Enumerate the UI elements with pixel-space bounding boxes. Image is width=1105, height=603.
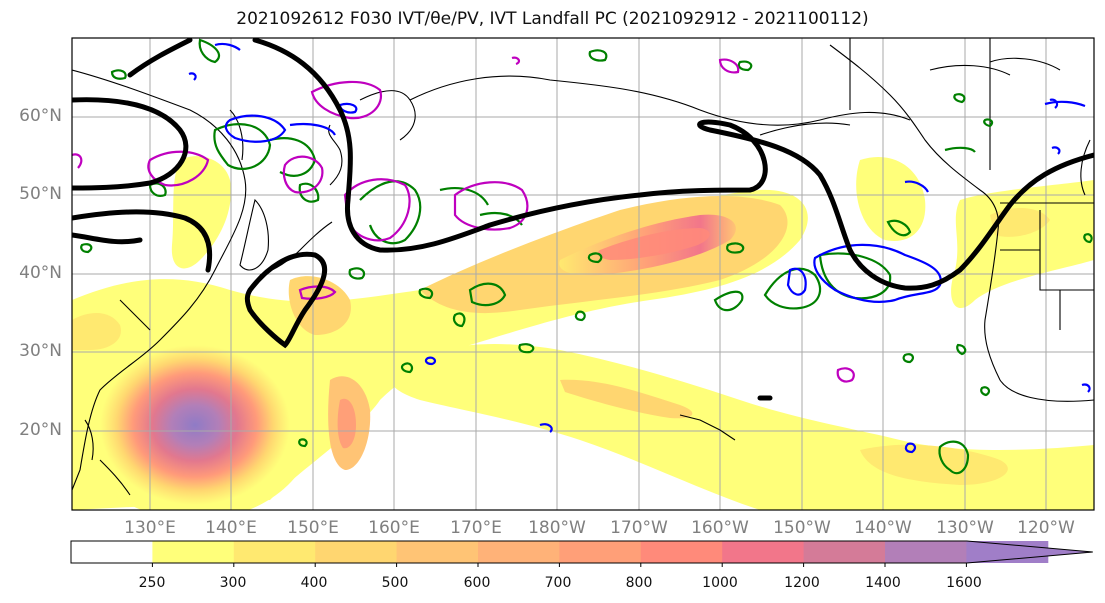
colorbar-tick-label: 1200 bbox=[784, 575, 820, 591]
colorbar-swatch bbox=[233, 541, 316, 563]
colorbar bbox=[70, 540, 1093, 567]
colorbar-tick-label: 300 bbox=[219, 575, 247, 591]
pv-contours-blue bbox=[188, 42, 1091, 454]
lat-label: 30°N bbox=[19, 341, 62, 361]
lon-label: 130°E bbox=[124, 518, 176, 538]
colorbar-swatch bbox=[559, 541, 642, 563]
lon-label: 150°W bbox=[773, 518, 831, 538]
lon-label: 120°W bbox=[1017, 518, 1075, 538]
colorbar-tick-label: 250 bbox=[138, 575, 166, 591]
colorbar-tick-label: 800 bbox=[625, 575, 653, 591]
colorbar-tick-label: 1400 bbox=[865, 575, 901, 591]
lat-label: 50°N bbox=[19, 184, 62, 204]
colorbar-tick-label: 1000 bbox=[702, 575, 738, 591]
colorbar-swatch bbox=[315, 541, 398, 563]
colorbar-swatch bbox=[722, 541, 805, 563]
lon-label: 140°W bbox=[854, 518, 912, 538]
chart-title: 2021092612 F030 IVT/θe/PV, IVT Landfall … bbox=[236, 9, 869, 29]
colorbar-swatch bbox=[885, 541, 967, 563]
colorbar-swatch bbox=[803, 541, 886, 563]
lon-label: 170°E bbox=[450, 518, 502, 538]
lon-label: 160°W bbox=[691, 518, 749, 538]
colorbar-tick-label: 500 bbox=[381, 575, 409, 591]
lat-label: 60°N bbox=[19, 106, 62, 126]
theta-e-contours bbox=[72, 38, 1094, 401]
lon-label: 160°E bbox=[368, 518, 420, 538]
colorbar-swatch bbox=[640, 541, 723, 563]
colorbar-swatch bbox=[152, 541, 235, 563]
colorbar-swatch bbox=[478, 541, 560, 563]
pv-contours-magenta bbox=[72, 56, 855, 383]
colorbar-extend-arrow bbox=[966, 541, 1093, 563]
ivt-shading bbox=[72, 156, 1094, 510]
colorbar-tick-label: 400 bbox=[300, 575, 328, 591]
colorbar-outline bbox=[70, 540, 1093, 564]
lat-label: 20°N bbox=[19, 420, 62, 440]
lon-label: 130°W bbox=[936, 518, 994, 538]
lat-label: 40°N bbox=[19, 263, 62, 283]
colorbar-swatch bbox=[396, 541, 479, 563]
lon-label: 150°E bbox=[287, 518, 339, 538]
colorbar-tick-label: 1600 bbox=[946, 575, 982, 591]
map-frame bbox=[71, 37, 1095, 511]
coastlines bbox=[72, 38, 1094, 496]
lon-label: 180°W bbox=[528, 518, 586, 538]
lon-label: 140°E bbox=[205, 518, 257, 538]
colorbar-swatch bbox=[71, 541, 153, 563]
colorbar-tick-label: 700 bbox=[544, 575, 572, 591]
colorbar-tick-label: 600 bbox=[463, 575, 491, 591]
lon-label: 170°W bbox=[610, 518, 668, 538]
